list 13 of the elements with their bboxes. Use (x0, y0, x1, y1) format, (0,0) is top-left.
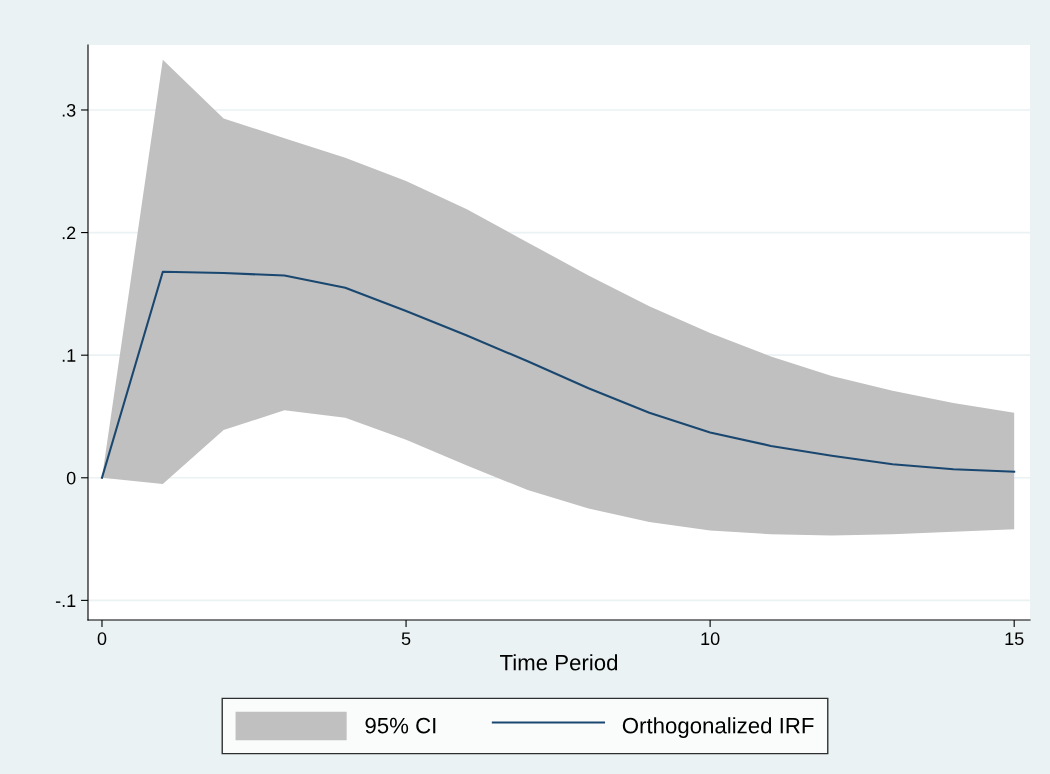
x-tick-label: 15 (1005, 632, 1024, 646)
y-tick-label: .1 (62, 349, 76, 362)
x-tick-label: 10 (701, 632, 720, 646)
y-tick-label: .3 (62, 103, 76, 117)
text: 95% CI (365, 717, 436, 734)
line-series (100, 270, 1016, 479)
x-tick-label: 0 (97, 632, 107, 646)
text: Orthogonalized IRF (622, 717, 814, 738)
x-axis-title: Time Period (500, 654, 618, 671)
y-tick-label: -.1 (55, 594, 76, 607)
x-tick-label: 5 (401, 632, 411, 646)
y-tick-label: .2 (62, 226, 76, 240)
y-tick-label: 0 (66, 471, 76, 485)
